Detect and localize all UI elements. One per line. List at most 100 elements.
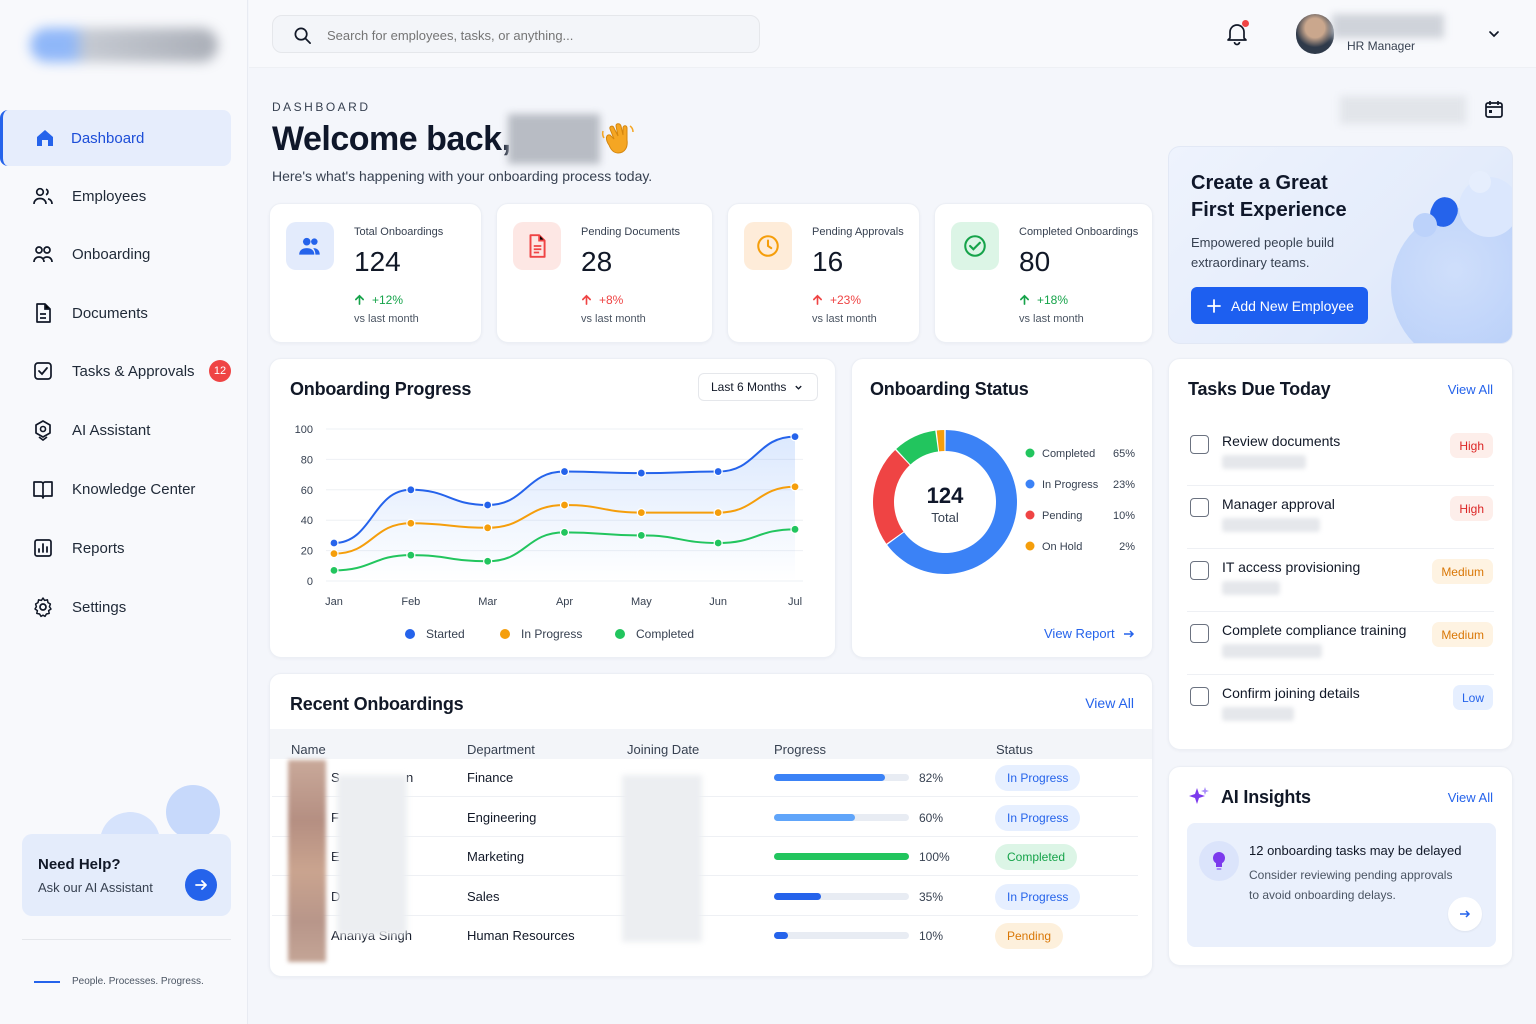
sidebar-item-knowledge-center[interactable]: Knowledge Center xyxy=(4,461,231,517)
stat-value: 80 xyxy=(1019,246,1051,277)
sidebar-item-documents[interactable]: Documents xyxy=(4,285,231,341)
recent-view-all-link[interactable]: View All xyxy=(1085,695,1134,711)
sidebar-item-ai-assistant[interactable]: AI Assistant xyxy=(4,402,231,458)
add-employee-button[interactable]: Add New Employee xyxy=(1191,287,1368,324)
data-point[interactable] xyxy=(483,523,493,533)
task-item[interactable]: Review documents High xyxy=(1169,425,1511,488)
department: Engineering xyxy=(467,809,537,825)
task-item[interactable]: Confirm joining details Low xyxy=(1169,677,1511,740)
divider xyxy=(1187,611,1494,612)
y-tick-label: 100 xyxy=(295,424,313,436)
search-input[interactable] xyxy=(327,25,727,45)
divider xyxy=(1187,548,1494,549)
table-row[interactable] xyxy=(272,798,1138,837)
legend-dot xyxy=(615,629,625,639)
task-checkbox[interactable] xyxy=(1190,435,1209,454)
insights-view-all-link[interactable]: View All xyxy=(1447,790,1493,805)
x-tick-label: May xyxy=(631,596,652,608)
task-checkbox[interactable] xyxy=(1190,561,1209,580)
bell-icon xyxy=(1227,24,1247,46)
data-point[interactable] xyxy=(636,508,646,518)
sidebar-item-settings[interactable]: Settings xyxy=(4,579,231,635)
data-point[interactable] xyxy=(713,508,723,518)
sidebar-item-label: Dashboard xyxy=(71,129,145,147)
column-header: Department xyxy=(467,742,535,757)
data-point[interactable] xyxy=(636,530,646,540)
date-redacted xyxy=(1340,96,1466,124)
sidebar-item-dashboard[interactable]: Dashboard xyxy=(0,110,231,166)
notifications-button[interactable] xyxy=(1224,20,1252,48)
chevron-down-icon xyxy=(795,385,803,390)
stat-card[interactable]: Pending Documents 28 +8% vs last month xyxy=(496,203,713,343)
department: Human Resources xyxy=(467,928,575,943)
legend-label: Completed xyxy=(636,627,694,641)
sidebar-item-onboarding[interactable]: Onboarding xyxy=(4,226,231,282)
task-meta-redacted xyxy=(1222,455,1306,469)
data-point[interactable] xyxy=(329,565,339,575)
stat-card[interactable]: Completed Onboardings 80 +18% vs last month xyxy=(934,203,1153,343)
sidebar-item-tasks-approvals[interactable]: Tasks & Approvals 12 xyxy=(4,343,231,399)
insight-arrow-button[interactable] xyxy=(1448,897,1482,931)
stat-delta: +18% xyxy=(1019,293,1068,307)
data-point[interactable] xyxy=(406,550,416,560)
sidebar-item-reports[interactable]: Reports xyxy=(4,520,231,576)
data-point[interactable] xyxy=(713,466,723,477)
sidebar-item-employees[interactable]: Employees xyxy=(4,168,231,224)
range-select[interactable]: Last 6 Months xyxy=(698,373,818,401)
sidebar-item-label: Knowledge Center xyxy=(72,480,196,498)
data-point[interactable] xyxy=(406,518,416,528)
data-point[interactable] xyxy=(329,549,339,559)
search-icon xyxy=(294,27,311,44)
task-checkbox[interactable] xyxy=(1190,498,1209,517)
legend-value: 2% xyxy=(1119,541,1135,553)
progress-percent: 60% xyxy=(919,810,944,825)
legend-label: In Progress xyxy=(1042,479,1099,491)
stat-card[interactable]: Pending Approvals 16 +23% vs last month xyxy=(727,203,920,343)
task-checkbox[interactable] xyxy=(1190,687,1209,706)
data-point[interactable] xyxy=(329,538,339,548)
stat-card[interactable]: Total Onboardings 124 +12% vs last month xyxy=(269,203,482,343)
task-checkbox[interactable] xyxy=(1190,624,1209,643)
task-item[interactable]: Manager approval High xyxy=(1169,488,1511,551)
donut-slice-in-progress[interactable] xyxy=(873,450,910,544)
data-point[interactable] xyxy=(559,527,570,537)
avatar-column-redacted xyxy=(288,760,326,962)
data-point[interactable] xyxy=(559,466,570,477)
data-point[interactable] xyxy=(559,500,570,510)
data-point[interactable] xyxy=(483,556,493,566)
donut-center-label: Total xyxy=(931,510,959,525)
priority-badge: High xyxy=(1450,433,1493,458)
waving-hand-icon xyxy=(601,123,634,154)
table-row[interactable] xyxy=(272,877,1138,916)
sidebar-item-label: Documents xyxy=(72,304,148,322)
view-report-link[interactable]: View Report xyxy=(1044,626,1135,641)
search-bar[interactable] xyxy=(272,15,760,53)
donut-slice-on-hold[interactable] xyxy=(936,430,945,452)
promo-title-line1: Create a Great xyxy=(1191,172,1328,194)
donut-slice-completed[interactable] xyxy=(887,430,1017,574)
range-select-value: Last 6 Months xyxy=(711,380,787,394)
calendar-icon[interactable] xyxy=(1483,98,1505,120)
data-point[interactable] xyxy=(636,468,646,478)
data-point[interactable] xyxy=(406,485,416,495)
employee-name-tail: n xyxy=(406,770,414,785)
help-arrow-button[interactable] xyxy=(185,869,217,901)
arrow-up-icon xyxy=(1020,294,1029,305)
user-menu[interactable]: HR Manager xyxy=(1296,12,1506,56)
task-item[interactable]: IT access provisioning Medium xyxy=(1169,551,1511,614)
data-point[interactable] xyxy=(790,431,800,442)
data-point[interactable] xyxy=(790,524,800,534)
data-point[interactable] xyxy=(790,482,800,492)
tasks-view-all-link[interactable]: View All xyxy=(1447,382,1493,397)
donut-slice-pending[interactable] xyxy=(896,430,939,465)
task-item[interactable]: Complete compliance training Medium xyxy=(1169,614,1511,677)
insight-item[interactable]: 12 onboarding tasks may be delayed Consi… xyxy=(1187,823,1496,947)
checkbox-icon xyxy=(34,362,52,380)
table-row[interactable] xyxy=(272,758,1138,797)
column-header: Status xyxy=(996,742,1033,757)
data-point[interactable] xyxy=(713,538,723,548)
data-point[interactable] xyxy=(483,500,493,510)
check-circle-icon xyxy=(964,235,986,257)
table-row[interactable] xyxy=(272,837,1138,876)
help-card[interactable]: Need Help? Ask our AI Assistant xyxy=(22,834,231,916)
